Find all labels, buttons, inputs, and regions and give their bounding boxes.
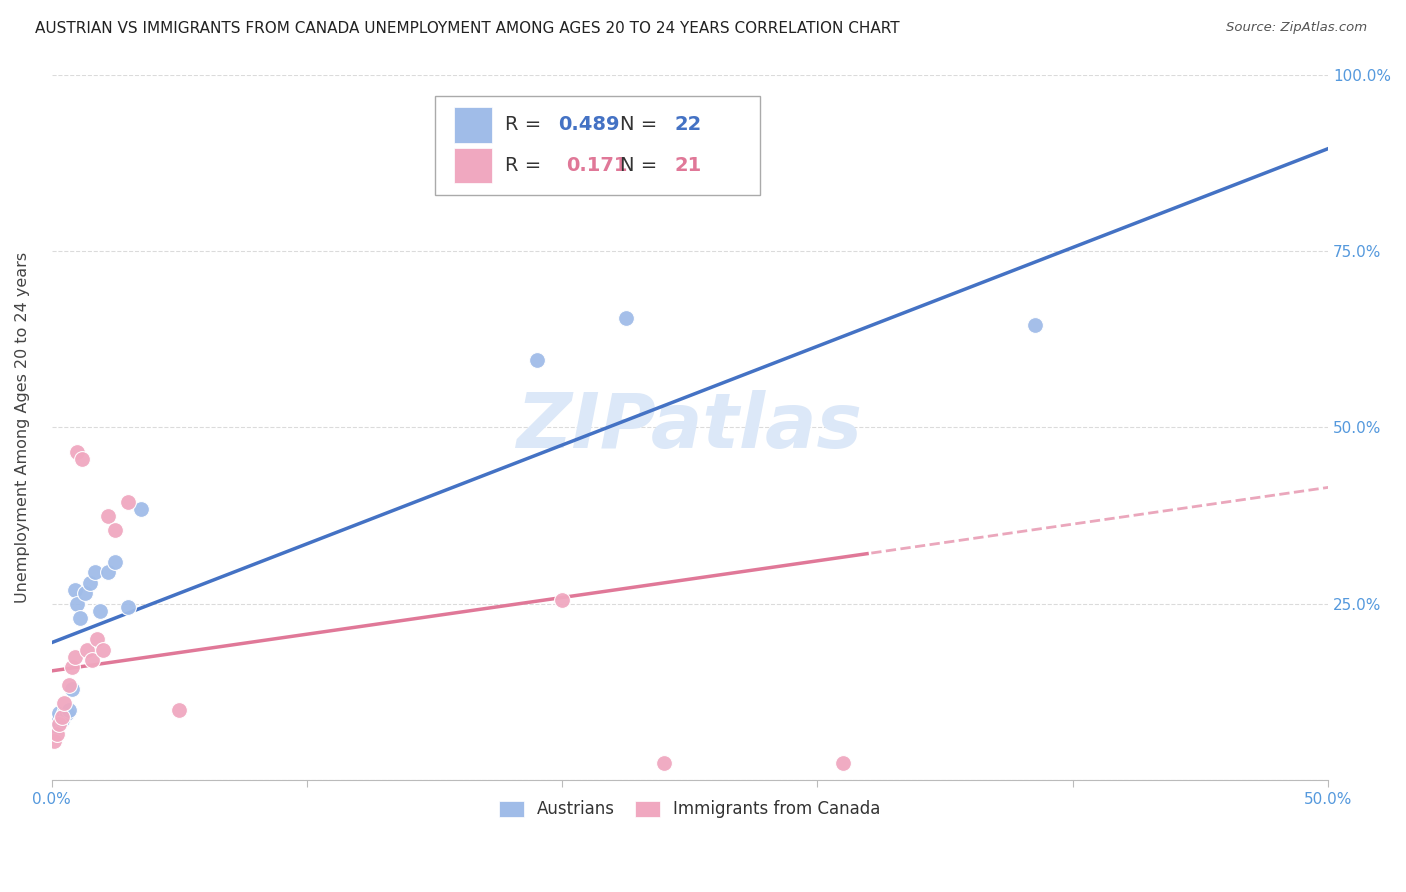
Point xyxy=(53,696,76,710)
Point xyxy=(42,714,65,728)
Point xyxy=(614,311,637,326)
Text: AUSTRIAN VS IMMIGRANTS FROM CANADA UNEMPLOYMENT AMONG AGES 20 TO 24 YEARS CORREL: AUSTRIAN VS IMMIGRANTS FROM CANADA UNEMP… xyxy=(35,21,900,37)
Point xyxy=(66,445,89,459)
Point xyxy=(73,586,96,600)
Point xyxy=(53,706,76,721)
Text: 0.171: 0.171 xyxy=(567,156,627,175)
Point xyxy=(66,597,89,611)
Point xyxy=(60,660,83,674)
Text: 22: 22 xyxy=(675,115,702,135)
Point xyxy=(60,681,83,696)
Point xyxy=(89,604,111,618)
Point xyxy=(84,565,107,579)
Text: R =: R = xyxy=(505,156,554,175)
Point xyxy=(58,703,80,717)
Point xyxy=(97,508,120,523)
Point xyxy=(104,523,127,537)
Legend: Austrians, Immigrants from Canada: Austrians, Immigrants from Canada xyxy=(492,794,887,825)
Text: N =: N = xyxy=(620,156,664,175)
Point xyxy=(167,703,190,717)
Point xyxy=(551,593,574,607)
Y-axis label: Unemployment Among Ages 20 to 24 years: Unemployment Among Ages 20 to 24 years xyxy=(15,252,30,603)
Point xyxy=(117,494,139,508)
Point xyxy=(63,649,86,664)
Point xyxy=(832,756,855,770)
Text: Source: ZipAtlas.com: Source: ZipAtlas.com xyxy=(1226,21,1367,35)
Text: N =: N = xyxy=(620,115,664,135)
Point xyxy=(1024,318,1046,332)
Point xyxy=(526,353,548,368)
Point xyxy=(652,756,675,770)
Point xyxy=(45,720,67,734)
Point xyxy=(129,501,152,516)
Point xyxy=(58,678,80,692)
Point xyxy=(69,611,91,625)
Point xyxy=(56,706,79,721)
Point xyxy=(117,600,139,615)
FancyBboxPatch shape xyxy=(454,107,492,143)
Point xyxy=(79,575,101,590)
FancyBboxPatch shape xyxy=(454,148,492,183)
Point xyxy=(63,582,86,597)
Text: 0.489: 0.489 xyxy=(558,115,620,135)
Point xyxy=(76,642,98,657)
Point xyxy=(82,653,104,667)
Text: ZIPatlas: ZIPatlas xyxy=(517,391,863,465)
Point xyxy=(42,734,65,748)
Point xyxy=(48,716,70,731)
Point xyxy=(91,642,114,657)
Point xyxy=(51,710,73,724)
FancyBboxPatch shape xyxy=(434,95,761,194)
Point xyxy=(97,565,120,579)
Point xyxy=(86,632,108,647)
Point xyxy=(51,714,73,728)
Point xyxy=(48,706,70,721)
Text: 21: 21 xyxy=(675,156,702,175)
Point xyxy=(104,554,127,568)
Text: R =: R = xyxy=(505,115,547,135)
Point xyxy=(45,727,67,741)
Point xyxy=(70,452,93,467)
